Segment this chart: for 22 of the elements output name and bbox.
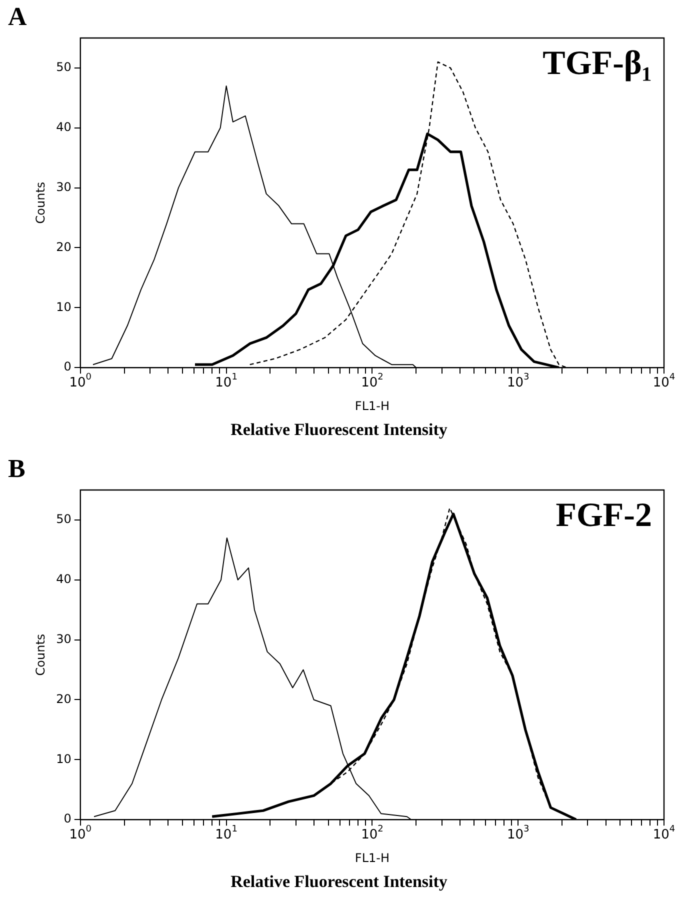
text: Relative Fluorescent Intensity	[230, 420, 448, 440]
y-tick-label: 40	[56, 120, 72, 134]
y-axis-title: Counts	[33, 634, 48, 676]
y-tick-label: 50	[56, 512, 72, 526]
y-tick-label: 10	[56, 752, 72, 766]
y-axis-title: Counts	[33, 182, 48, 224]
y-tick-label: 30	[56, 632, 72, 646]
y-tick-label: 10	[56, 300, 72, 314]
y-tick-label: 40	[56, 572, 72, 586]
y-tick-label: 20	[56, 240, 72, 254]
x-axis-title: FL1-H	[354, 850, 390, 865]
y-tick-label: 20	[56, 692, 72, 706]
chart-title: TGF-β₁	[542, 44, 652, 82]
chart-title: FGF-2	[556, 496, 652, 534]
y-tick-label: 0	[64, 812, 72, 826]
y-tick-label: 50	[56, 60, 72, 74]
x-axis-title: FL1-H	[354, 398, 390, 413]
text: A	[8, 2, 27, 32]
text: B	[8, 454, 26, 484]
y-tick-label: 0	[64, 360, 72, 374]
text: Relative Fluorescent Intensity	[230, 872, 448, 892]
y-tick-label: 30	[56, 180, 72, 194]
